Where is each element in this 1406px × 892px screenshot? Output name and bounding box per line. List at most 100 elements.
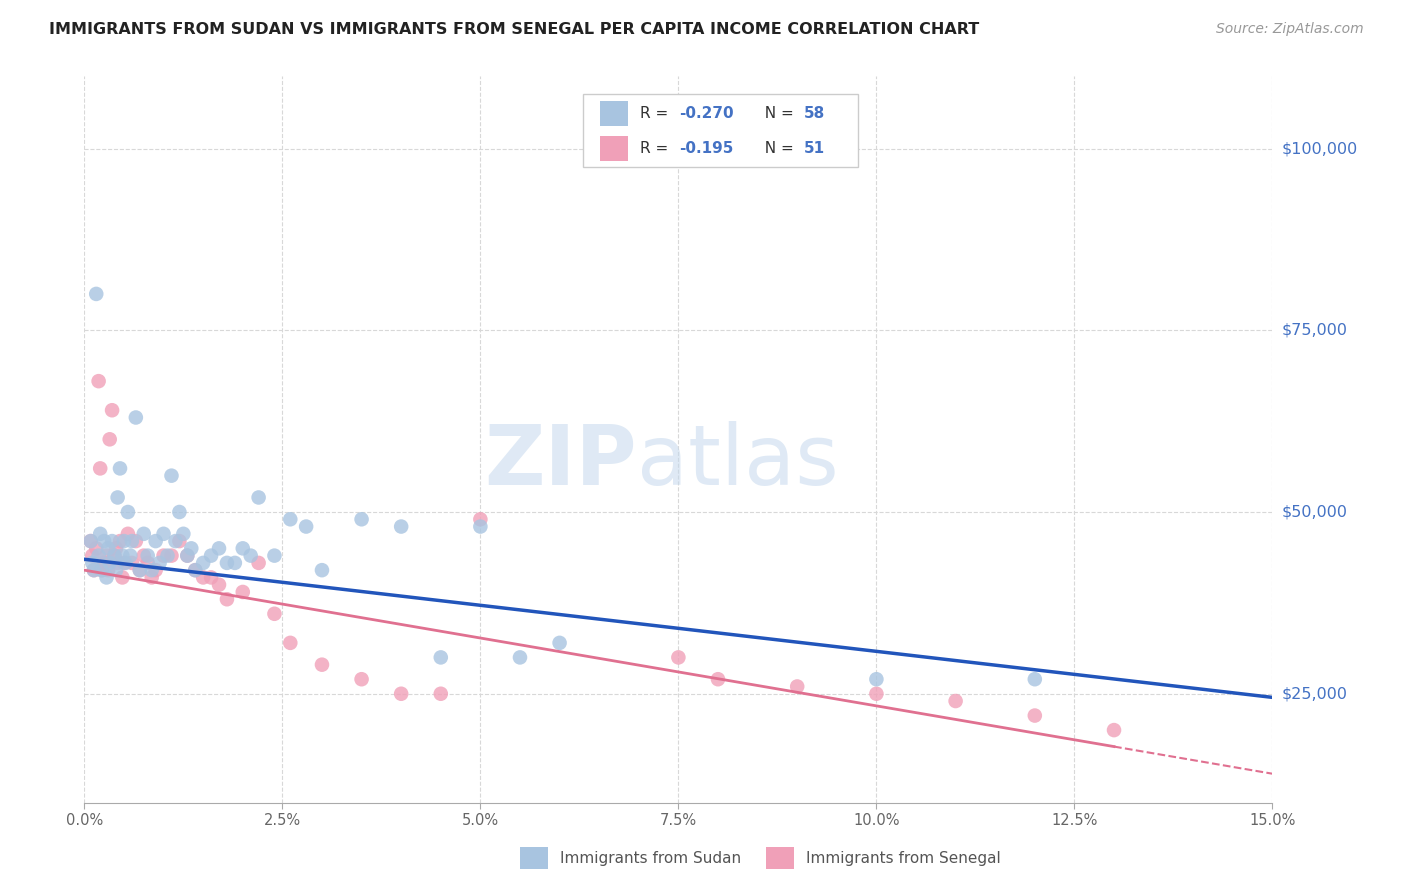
Point [184, 563, 207, 577]
Point [103, 549, 125, 563]
Point [107, 491, 129, 505]
Point [215, 592, 238, 607]
Point [156, 549, 179, 563]
Point [82, 549, 104, 563]
Point [111, 549, 134, 563]
Point [176, 549, 198, 563]
Point [82, 556, 104, 570]
Point [128, 563, 150, 577]
Point [247, 491, 270, 505]
Point [470, 512, 492, 526]
Point [278, 512, 301, 526]
Point [176, 549, 198, 563]
Text: $25,000: $25,000 [1282, 686, 1348, 701]
Text: ZIP: ZIP [484, 421, 637, 501]
Point [169, 505, 191, 519]
Point [389, 687, 412, 701]
Point [97, 541, 120, 556]
Text: Immigrants from Sudan: Immigrants from Sudan [560, 851, 741, 865]
Point [865, 687, 887, 701]
Point [180, 541, 202, 556]
Point [169, 534, 191, 549]
Point [98, 556, 121, 570]
Point [247, 556, 270, 570]
Point [141, 563, 163, 577]
Point [117, 505, 139, 519]
Text: $75,000: $75,000 [1282, 323, 1348, 338]
Point [263, 549, 285, 563]
Point [89, 526, 111, 541]
Point [152, 549, 174, 563]
Point [160, 549, 183, 563]
Point [107, 556, 129, 570]
Point [108, 461, 131, 475]
Point [84, 286, 107, 301]
Point [125, 410, 148, 425]
Point [165, 534, 187, 549]
Point [208, 578, 231, 592]
Point [96, 570, 118, 584]
Point [145, 534, 167, 549]
Point [509, 650, 531, 665]
Point [208, 541, 231, 556]
Point [101, 403, 124, 417]
Point [93, 556, 115, 570]
Point [80, 534, 103, 549]
Point [145, 563, 167, 577]
Point [389, 519, 412, 533]
Point [548, 636, 571, 650]
Point [136, 556, 159, 570]
Point [125, 534, 148, 549]
Point [200, 549, 222, 563]
Point [215, 556, 238, 570]
Point [152, 526, 174, 541]
Point [350, 672, 373, 686]
Point [224, 556, 246, 570]
Point [103, 549, 125, 563]
Point [83, 563, 105, 577]
Point [132, 526, 155, 541]
Point [97, 563, 120, 577]
Point [350, 512, 373, 526]
Point [200, 570, 222, 584]
Point [84, 541, 107, 556]
Point [136, 549, 159, 563]
Text: Immigrants from Senegal: Immigrants from Senegal [806, 851, 1001, 865]
Point [90, 563, 112, 577]
Point [120, 549, 142, 563]
Point [160, 468, 183, 483]
Point [89, 461, 111, 475]
Point [707, 672, 730, 686]
Point [149, 556, 172, 570]
Point [295, 519, 318, 533]
Point [105, 563, 128, 577]
Point [87, 549, 110, 563]
Point [191, 570, 215, 584]
Point [83, 563, 105, 577]
Point [865, 672, 887, 686]
Point [90, 563, 112, 577]
Point [1102, 723, 1125, 737]
Point [128, 563, 150, 577]
Text: $50,000: $50,000 [1282, 505, 1348, 519]
Point [470, 519, 492, 533]
Point [117, 526, 139, 541]
Text: 58: 58 [804, 106, 825, 121]
Point [263, 607, 285, 621]
Point [1024, 672, 1046, 686]
Point [172, 526, 194, 541]
Point [112, 556, 135, 570]
Point [96, 549, 118, 563]
Text: N =: N = [755, 106, 799, 121]
Point [184, 563, 207, 577]
Text: IMMIGRANTS FROM SUDAN VS IMMIGRANTS FROM SENEGAL PER CAPITA INCOME CORRELATION C: IMMIGRANTS FROM SUDAN VS IMMIGRANTS FROM… [49, 22, 980, 37]
Point [430, 650, 453, 665]
Point [111, 570, 134, 584]
Point [141, 570, 163, 584]
Point [93, 534, 115, 549]
Text: N =: N = [755, 141, 799, 156]
Text: R =: R = [640, 106, 673, 121]
Point [311, 657, 333, 672]
Point [945, 694, 967, 708]
Point [1024, 708, 1046, 723]
